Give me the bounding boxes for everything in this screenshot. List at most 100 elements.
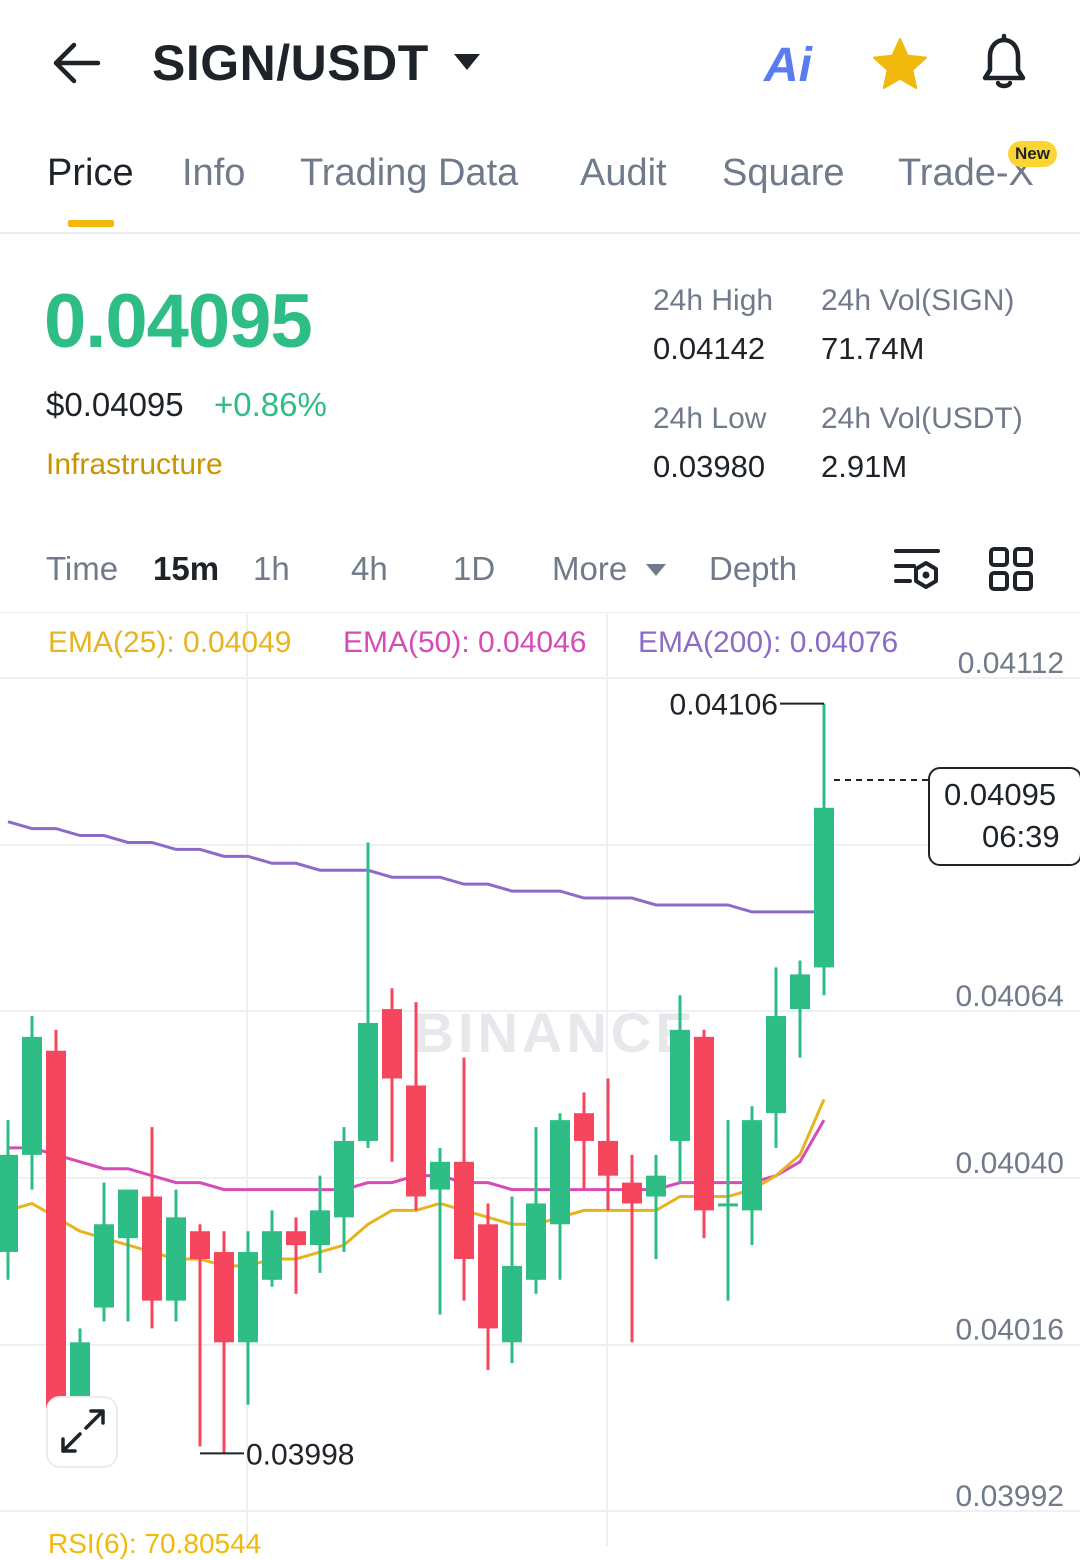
candle-body bbox=[334, 1140, 354, 1218]
y-axis-tick-label: 0.04016 bbox=[956, 1313, 1064, 1346]
candle bbox=[406, 1002, 426, 1211]
candle-body bbox=[22, 1036, 42, 1155]
tab-bar: Price Info Trading Data Audit Square Tra… bbox=[0, 140, 1080, 234]
candle-body bbox=[718, 1203, 738, 1207]
indicator-settings-icon[interactable] bbox=[892, 546, 942, 592]
candle-body bbox=[574, 1113, 594, 1141]
candle-body bbox=[598, 1140, 618, 1176]
candle-body bbox=[406, 1085, 426, 1197]
current-price-box[interactable]: 0.04095 06:39 bbox=[928, 767, 1080, 866]
interval-15m[interactable]: 15m bbox=[153, 550, 220, 587]
back-arrow-icon[interactable] bbox=[48, 38, 104, 88]
candle bbox=[598, 1078, 618, 1211]
candle bbox=[166, 1189, 186, 1322]
grid-layout-icon[interactable] bbox=[988, 546, 1034, 592]
candle-body bbox=[478, 1224, 498, 1329]
vol-base-label: 24h Vol(SIGN) bbox=[821, 284, 1015, 317]
candle bbox=[0, 1120, 18, 1280]
low-value: 0.03980 bbox=[653, 449, 766, 484]
candle-body bbox=[358, 1022, 378, 1141]
y-axis-tick-label: 0.03992 bbox=[956, 1480, 1064, 1513]
candle bbox=[238, 1231, 258, 1405]
rsi-label: RSI(6): 70.80544 bbox=[48, 1528, 262, 1559]
last-price: 0.04095 bbox=[44, 279, 313, 364]
expand-icon bbox=[61, 1409, 105, 1453]
candle-body bbox=[46, 1050, 66, 1433]
candle-body bbox=[166, 1217, 186, 1301]
candle-body bbox=[814, 807, 834, 968]
candle bbox=[766, 967, 786, 1148]
candle bbox=[118, 1189, 138, 1322]
candlestick-chart[interactable]: BINANCE 0.04112 0.04064 0.04040 0.04016 0.039… bbox=[0, 612, 1080, 1546]
candle bbox=[622, 1154, 642, 1343]
caret-down-icon[interactable] bbox=[452, 52, 482, 74]
tab-price[interactable]: Price bbox=[47, 152, 134, 194]
low-marker-label: 0.03998 bbox=[246, 1438, 354, 1471]
candle bbox=[646, 1154, 666, 1259]
ema200-line bbox=[7, 820, 824, 914]
top-bar: SIGN/USDT Ai bbox=[0, 0, 1080, 125]
usd-price: $0.04095 bbox=[46, 386, 184, 423]
low-label: 24h Low bbox=[653, 402, 767, 435]
price-change: +0.86% bbox=[214, 386, 327, 423]
candle-body bbox=[190, 1231, 210, 1259]
candle bbox=[718, 1120, 738, 1301]
candle bbox=[334, 1127, 354, 1253]
interval-more[interactable]: More bbox=[552, 550, 628, 587]
vol-quote-value: 2.91M bbox=[821, 449, 908, 484]
vol-base-value: 71.74M bbox=[821, 331, 925, 366]
ai-icon[interactable]: Ai bbox=[764, 39, 812, 92]
y-axis-tick-label: 0.04040 bbox=[956, 1147, 1064, 1180]
candle-body bbox=[694, 1036, 714, 1211]
candle-countdown: 06:39 bbox=[982, 819, 1060, 854]
interval-1h[interactable]: 1h bbox=[253, 550, 290, 587]
candle-body bbox=[382, 1009, 402, 1079]
candle bbox=[502, 1196, 522, 1364]
candle bbox=[478, 1203, 498, 1371]
vol-quote-label: 24h Vol(USDT) bbox=[821, 402, 1023, 435]
candle-body bbox=[430, 1161, 450, 1190]
new-badge: New bbox=[1008, 141, 1057, 167]
candle bbox=[22, 1016, 42, 1190]
fullscreen-button[interactable] bbox=[46, 1396, 118, 1468]
candle bbox=[814, 703, 834, 996]
candle bbox=[694, 1029, 714, 1239]
candle-body bbox=[454, 1161, 474, 1259]
tab-trading-data[interactable]: Trading Data bbox=[300, 152, 519, 194]
candle bbox=[214, 1231, 234, 1454]
y-axis-tick-label: 0.04112 bbox=[958, 647, 1064, 680]
candle-body bbox=[550, 1120, 570, 1225]
candle-body bbox=[286, 1231, 306, 1246]
ema50-label: EMA(50): 0.04046 bbox=[343, 626, 587, 659]
tab-info[interactable]: Info bbox=[182, 152, 246, 194]
candle-body bbox=[646, 1175, 666, 1197]
candle bbox=[142, 1127, 162, 1329]
candle-body bbox=[622, 1182, 642, 1204]
candle-body bbox=[502, 1265, 522, 1343]
candle bbox=[742, 1106, 762, 1246]
tab-square[interactable]: Square bbox=[722, 152, 845, 194]
candle-body bbox=[526, 1203, 546, 1280]
interval-4h[interactable]: 4h bbox=[351, 550, 388, 587]
candle bbox=[670, 995, 690, 1183]
interval-time[interactable]: Time bbox=[46, 550, 119, 587]
current-price-label: 0.04095 bbox=[944, 777, 1057, 812]
candle bbox=[550, 1113, 570, 1280]
candle bbox=[310, 1175, 330, 1273]
pair-title[interactable]: SIGN/USDT bbox=[152, 35, 429, 91]
tab-audit[interactable]: Audit bbox=[580, 152, 667, 194]
candle-body bbox=[0, 1154, 18, 1253]
more-caret-icon[interactable] bbox=[644, 562, 668, 578]
interval-1d[interactable]: 1D bbox=[453, 550, 496, 587]
candle-body bbox=[214, 1252, 234, 1343]
candle-body bbox=[118, 1189, 138, 1239]
candle bbox=[574, 1092, 594, 1190]
bell-icon[interactable] bbox=[975, 32, 1033, 92]
candle-body bbox=[262, 1231, 282, 1280]
interval-depth[interactable]: Depth bbox=[709, 550, 798, 587]
star-icon[interactable] bbox=[870, 36, 930, 92]
category-tag[interactable]: Infrastructure bbox=[46, 448, 223, 481]
candle-body bbox=[766, 1016, 786, 1114]
candle bbox=[262, 1210, 282, 1287]
candle bbox=[358, 842, 378, 1148]
